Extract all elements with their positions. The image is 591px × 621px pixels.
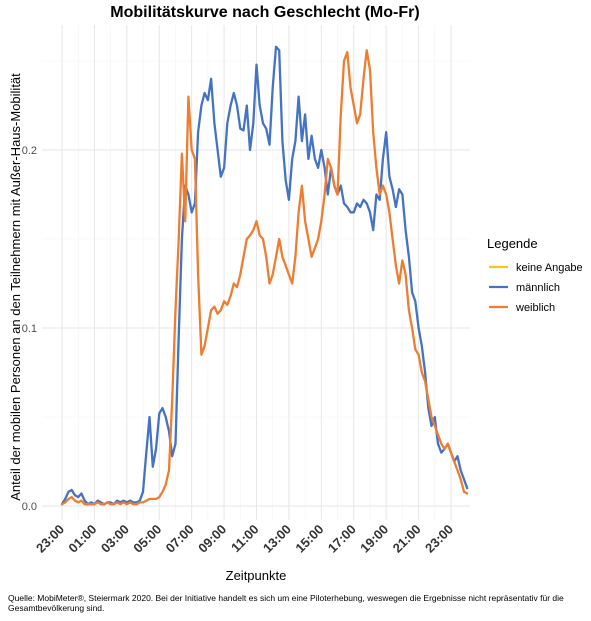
series-line-3 [60,49,469,506]
y-tick-label: 0.1 [22,323,37,335]
x-tick-label: 07:00 [163,522,197,556]
legend-label: keine Angabe [516,262,583,274]
legend-label: männlich [516,282,560,294]
series-line-2 [60,45,469,506]
x-tick-label: 13:00 [260,522,294,556]
x-tick-label: 11:00 [228,522,262,556]
chart-title: Mobilitätskurve nach Geschlecht (Mo-Fr) [110,4,419,21]
y-tick-label: 0.2 [22,145,37,157]
x-axis-ticks: 23:0001:0003:0005:0007:0009:0011:0013:00… [33,522,456,556]
legend-title: Legende [487,236,538,251]
y-axis-ticks: 0.0 0.1 0.2 [22,145,37,513]
x-tick-label: 21:00 [390,522,424,556]
x-tick-label: 19:00 [357,522,391,556]
legend-label: weiblich [515,302,555,314]
y-tick-label: 0.0 [22,501,37,513]
x-tick-label: 15:00 [292,522,326,556]
y-axis-label: Anteil der mobilen Personen an den Teiln… [8,73,23,501]
x-tick-label: 03:00 [98,522,132,556]
series-lines [60,45,469,506]
x-tick-label: 09:00 [195,522,229,556]
source-caption: Quelle: MobiMeter®, Steiermark 2020. Bei… [8,593,564,613]
legend: Legende keine Angabe männlich weiblich [487,236,583,314]
x-tick-label: 17:00 [325,522,359,556]
x-axis-label: Zeitpunkte [226,568,287,583]
x-tick-label: 05:00 [130,522,164,556]
x-tick-label: 23:00 [33,522,67,556]
x-tick-label: 01:00 [65,522,99,556]
x-tick-label: 23:00 [422,522,456,556]
